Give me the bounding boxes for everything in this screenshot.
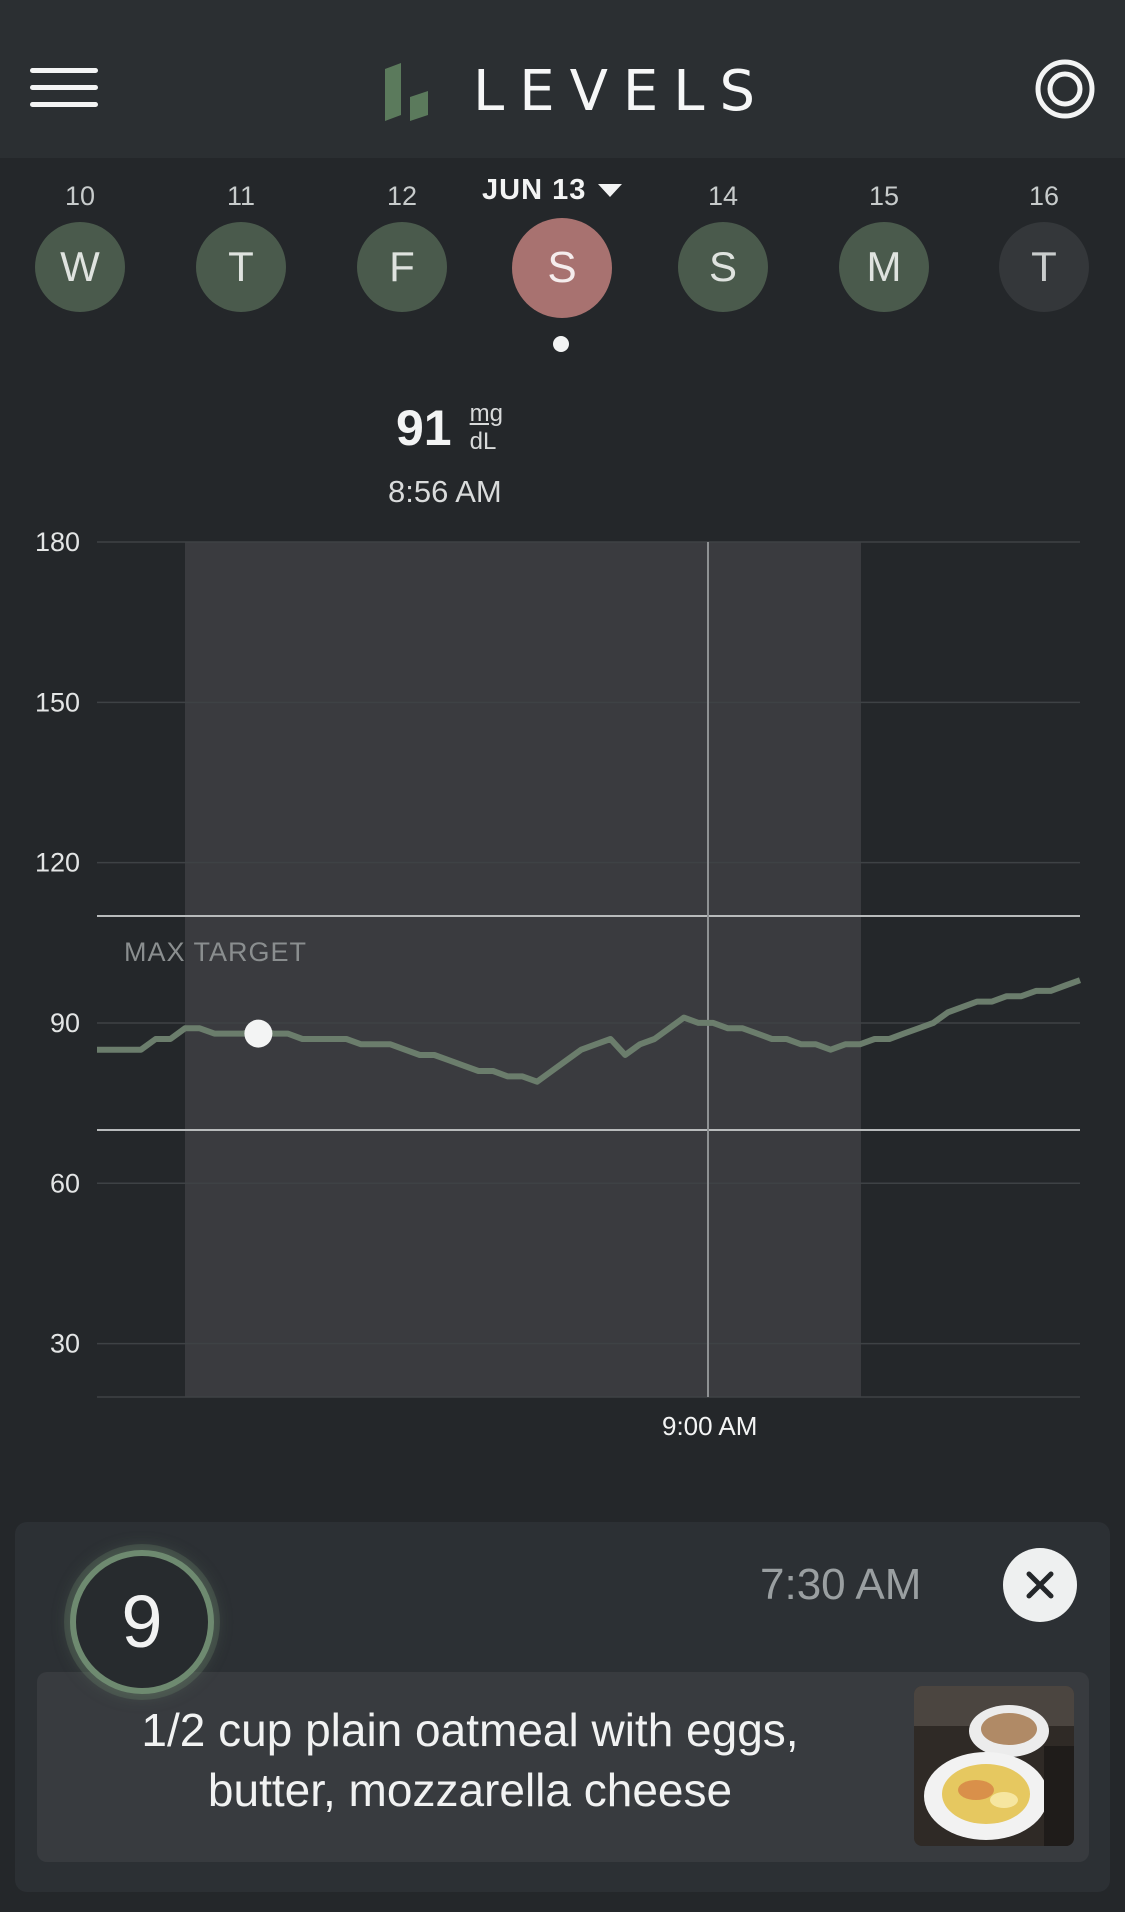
day-circle[interactable]: S [678, 222, 768, 312]
x-axis-tick: 9:00 AM [662, 1411, 757, 1441]
y-axis-tick: 150 [35, 687, 80, 717]
levels-logo: LEVELS [380, 62, 770, 122]
day-circle[interactable]: F [357, 222, 447, 312]
day-number: 14 [707, 181, 739, 211]
unit-numerator: mg [469, 400, 503, 427]
selected-day-indicator [553, 336, 569, 352]
y-axis-ticks: 180 150 120 90 60 30 [35, 527, 80, 1359]
day-circle-selected[interactable]: S [512, 218, 612, 318]
meal-description-line: 1/2 cup plain oatmeal with eggs, [141, 1704, 799, 1756]
glucose-reading: 91 mg dL [396, 398, 503, 458]
day-number: 12 [386, 181, 418, 211]
y-axis-tick: 30 [50, 1329, 80, 1359]
y-axis-tick: 90 [50, 1008, 80, 1038]
glucose-chart[interactable]: 180 150 120 90 60 30 MAX TARGET 9:00 AM [0, 520, 1125, 1450]
day-number: 10 [64, 181, 96, 211]
caret-down-icon [598, 184, 623, 197]
top-bar: LEVELS [0, 0, 1125, 158]
meal-photo-image [914, 1686, 1074, 1846]
day-item[interactable]: 15 M [837, 178, 931, 312]
levels-logo-mark [385, 63, 428, 121]
day-item[interactable]: 11 T [194, 178, 288, 312]
y-axis-tick: 60 [50, 1168, 80, 1198]
unit-denominator: dL [469, 428, 497, 455]
day-item[interactable]: 10 W [33, 178, 127, 312]
meal-body[interactable] [37, 1672, 1089, 1862]
y-axis-tick: 180 [35, 527, 80, 557]
meal-time: 7:30 AM [760, 1560, 922, 1609]
glucose-value: 91 [396, 400, 452, 456]
chart-grid [97, 541, 1080, 1398]
day-circle[interactable]: T [999, 222, 1089, 312]
meal-window-highlight [185, 542, 861, 1397]
close-button[interactable] [1003, 1548, 1077, 1622]
meal-photo[interactable] [914, 1686, 1074, 1846]
max-target-label: MAX TARGET [124, 937, 307, 967]
logo-text: LEVELS [473, 59, 771, 124]
meal-score-badge: 9 [70, 1550, 214, 1694]
day-item[interactable]: 12 F [355, 178, 449, 312]
hamburger-menu-icon[interactable] [30, 68, 98, 108]
glucose-unit: mg dL [470, 400, 503, 456]
day-item[interactable]: 14 S [676, 178, 770, 312]
selected-date-dropdown[interactable]: JUN 13 [482, 174, 623, 207]
day-circle[interactable]: W [35, 222, 125, 312]
close-icon [1026, 1571, 1054, 1599]
day-circle[interactable]: M [839, 222, 929, 312]
selected-date-label: JUN 13 [482, 174, 587, 206]
target-icon[interactable] [1034, 58, 1096, 120]
day-item-selected[interactable]: 13 S [502, 178, 622, 318]
meal-description-line: butter, mozzarella cheese [207, 1764, 733, 1816]
glucose-series [97, 977, 1082, 1085]
reading-time: 8:56 AM [388, 474, 502, 509]
reading-marker[interactable] [244, 1019, 273, 1048]
day-item[interactable]: 16 T [997, 178, 1091, 312]
day-number: 11 [226, 181, 256, 211]
y-axis-tick: 120 [35, 848, 80, 878]
day-number: 16 [1028, 181, 1060, 211]
meal-description: 1/2 cup plain oatmeal with eggs, butter,… [60, 1700, 880, 1820]
day-number: 15 [868, 181, 900, 211]
day-circle[interactable]: T [196, 222, 286, 312]
